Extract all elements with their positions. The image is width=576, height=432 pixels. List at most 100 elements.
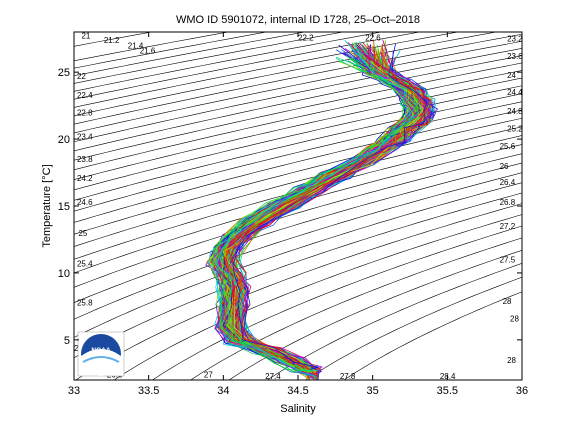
y-tick-label-0: 5 bbox=[64, 335, 70, 347]
isopleth-35 bbox=[305, 276, 522, 380]
isopleth-label-34: 27.4 bbox=[265, 372, 281, 381]
isopleth-25 bbox=[74, 162, 522, 303]
isopleth-label-29: 25.4 bbox=[77, 260, 93, 269]
y-axis: 5 10 15 20 25 bbox=[58, 67, 522, 347]
isopleth-27 bbox=[74, 182, 522, 338]
isopleth-label-6: 23.2 bbox=[507, 35, 523, 44]
x-tick-label-6: 36 bbox=[516, 385, 528, 397]
isopleth-5 bbox=[74, 32, 382, 92]
noaa-logo: NOAA bbox=[77, 331, 125, 377]
profile-line-58 bbox=[217, 42, 420, 377]
isopleth-12 bbox=[74, 55, 522, 152]
isopleth-7 bbox=[74, 32, 459, 108]
profile-line-155 bbox=[226, 51, 428, 377]
isopleth-6 bbox=[74, 32, 420, 100]
x-tick-label-4: 35 bbox=[367, 385, 379, 397]
isopleth-label-36: 28.4 bbox=[440, 372, 456, 381]
isopleth-label-28: 25 bbox=[78, 229, 87, 238]
isopleth-label-8: 24 bbox=[507, 71, 516, 80]
float-profiles bbox=[205, 39, 439, 380]
y-tick-label-1: 10 bbox=[58, 268, 70, 280]
x-tick-label-3: 34.5 bbox=[287, 385, 308, 397]
isopleth-1 bbox=[74, 32, 229, 62]
y-tick-label-2: 15 bbox=[58, 201, 70, 213]
noaa-logo-text: NOAA bbox=[91, 347, 110, 354]
isopleth-16 bbox=[74, 85, 522, 191]
isopleth-label-0: 21 bbox=[81, 31, 90, 40]
isopleth-9 bbox=[74, 33, 522, 125]
profile-line-143 bbox=[220, 52, 415, 374]
isopleth-label-15: 26.8 bbox=[500, 198, 516, 207]
profile-line-152 bbox=[222, 61, 425, 374]
isopleth-label-2: 21.4 bbox=[128, 41, 144, 50]
profile-line-54 bbox=[222, 48, 423, 373]
isopleth-22 bbox=[74, 135, 522, 260]
isopleth-label-24: 23.4 bbox=[77, 132, 93, 141]
x-tick-label-5: 35.5 bbox=[437, 385, 458, 397]
isopleth-label-35: 27.8 bbox=[340, 372, 356, 381]
isopleth-8 bbox=[74, 32, 497, 117]
profile-line-137 bbox=[226, 47, 430, 380]
isopleth-33 bbox=[228, 249, 522, 380]
profile-line-56 bbox=[221, 48, 423, 379]
x-tick-label-0: 33 bbox=[68, 385, 80, 397]
isopleth-label-27: 24.6 bbox=[77, 198, 93, 207]
profile-line-150 bbox=[213, 40, 411, 378]
isopleth-label-17: 27.5 bbox=[500, 256, 516, 265]
profile-line-115 bbox=[222, 53, 423, 373]
profile-line-47 bbox=[223, 48, 426, 371]
isopleth-label-1: 21.2 bbox=[104, 36, 120, 45]
density-isopleths bbox=[74, 32, 522, 380]
isopleth-28 bbox=[74, 192, 522, 359]
isopleth-label-13: 26 bbox=[500, 162, 509, 171]
isopleth-20 bbox=[74, 117, 522, 235]
isopleth-18 bbox=[74, 101, 522, 212]
x-tick-label-1: 33.5 bbox=[138, 385, 159, 397]
isopleth-36 bbox=[343, 291, 522, 380]
isopleth-label-7: 23.6 bbox=[507, 52, 523, 61]
isopleth-label-20: 28 bbox=[507, 356, 516, 365]
profile-line-153 bbox=[226, 53, 428, 376]
isopleth-label-25: 23.8 bbox=[77, 155, 93, 164]
profile-line-149 bbox=[227, 52, 428, 380]
isopleth-label-12: 25.6 bbox=[500, 142, 516, 151]
x-axis: 33 33.5 34 34.5 35 35.5 36 bbox=[68, 32, 528, 397]
isopleth-24 bbox=[74, 153, 522, 288]
profile-line-142 bbox=[229, 51, 439, 373]
x-axis-label: Salinity bbox=[280, 403, 316, 415]
profile-line-146 bbox=[227, 44, 428, 376]
isopleth-29 bbox=[75, 203, 522, 380]
x-tick-label-2: 34 bbox=[217, 385, 229, 397]
isopleth-label-16: 27.2 bbox=[500, 222, 516, 231]
isopleth-21 bbox=[74, 126, 522, 247]
isopleth-label-5: 22.6 bbox=[365, 33, 381, 42]
profile-line-36 bbox=[223, 46, 421, 377]
y-tick-label-3: 20 bbox=[58, 134, 70, 146]
profile-line-61 bbox=[218, 41, 424, 378]
profile-line-76 bbox=[218, 49, 421, 371]
profile-line-144 bbox=[220, 52, 420, 376]
profile-line-145 bbox=[222, 46, 423, 372]
profile-line-157 bbox=[212, 60, 405, 372]
profile-line-64 bbox=[219, 47, 426, 376]
profile-line-158 bbox=[214, 42, 420, 371]
isopleth-label-14: 26.4 bbox=[500, 178, 516, 187]
isopleth-label-9: 24.4 bbox=[507, 88, 523, 97]
isopleth-label-33: 27 bbox=[204, 371, 213, 380]
isopleth-label-4: 22.2 bbox=[298, 33, 314, 42]
profile-line-29 bbox=[218, 47, 419, 380]
isopleth-label-26: 24.2 bbox=[77, 174, 93, 183]
isopleth-label-3: 21.6 bbox=[140, 47, 156, 56]
isopleth-31 bbox=[152, 225, 522, 380]
y-tick-label-4: 25 bbox=[58, 67, 70, 79]
profile-line-73 bbox=[233, 60, 436, 378]
isopleth-32 bbox=[190, 237, 522, 380]
isopleth-label-19: 28 bbox=[510, 314, 519, 323]
isopleth-label-10: 24.8 bbox=[507, 107, 523, 116]
isopleth-26 bbox=[74, 172, 522, 320]
isopleth-label-23: 22.8 bbox=[77, 108, 93, 117]
profile-line-138 bbox=[215, 48, 415, 376]
chart-title: WMO ID 5901072, internal ID 1728, 25–Oct… bbox=[176, 14, 420, 26]
profile-line-154 bbox=[231, 57, 431, 375]
